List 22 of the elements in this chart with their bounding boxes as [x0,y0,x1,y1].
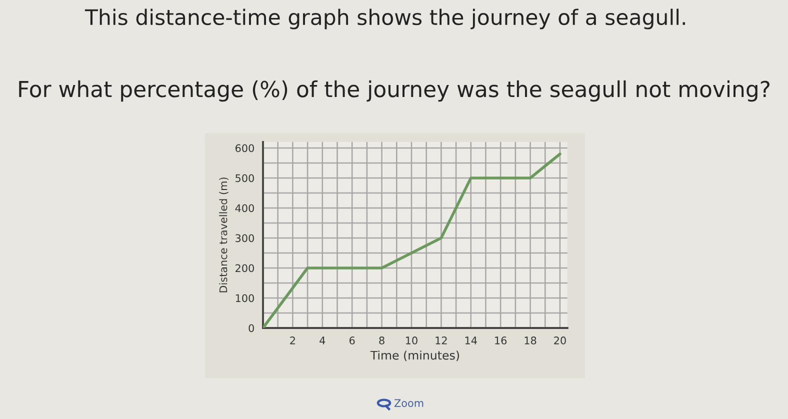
y-axis-title: Distance travelled (m) [219,178,228,292]
y-tick-label: 600 [236,144,254,152]
x-tick-label: 18 [524,336,536,344]
y-tick-label: 500 [236,174,254,182]
y-tick-label: 300 [236,234,254,242]
x-tick-label: 20 [554,336,566,344]
x-tick-label: 8 [379,336,384,344]
x-tick-label: 16 [495,336,507,344]
x-tick-label: 12 [436,336,447,344]
y-tick-label: 400 [235,204,254,212]
y-tick-label: 0 [248,324,254,332]
x-tick-label: 10 [406,336,418,344]
x-tick-label: 6 [350,336,355,344]
y-tick-label: 100 [236,294,254,302]
x-tick-label: 4 [320,336,326,344]
y-tick-label: 200 [236,264,254,272]
x-tick-label: 14 [465,336,477,344]
chart-title: This distance-time graph shows the journey of a seagull. [84,8,685,30]
text: Zoom [394,399,424,408]
x-tick-label: 2 [290,336,295,344]
chart-subtitle: For what percentage (%) of the journey was the seagull not moving? [19,80,770,102]
x-axis-title: Time (minutes) [370,350,460,362]
